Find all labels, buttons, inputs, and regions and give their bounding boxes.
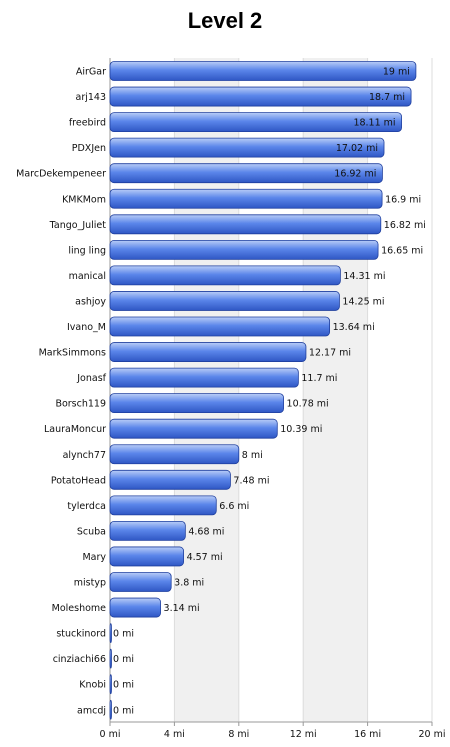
category-label: tylerdca bbox=[67, 501, 106, 512]
grid-band bbox=[303, 58, 368, 722]
data-label: 18.11 mi bbox=[353, 118, 395, 129]
category-label: amcdj bbox=[77, 705, 106, 716]
category-label: freebird bbox=[69, 118, 106, 129]
bar[interactable] bbox=[109, 674, 112, 695]
data-label: 7.48 mi bbox=[233, 475, 269, 486]
category-label: manical bbox=[69, 271, 106, 282]
chart-title: Level 2 bbox=[187, 8, 263, 33]
bar[interactable] bbox=[109, 112, 402, 132]
category-label: Ivano_M bbox=[67, 322, 106, 333]
data-label: 10.39 mi bbox=[280, 424, 322, 435]
data-label: 0 mi bbox=[113, 680, 134, 691]
data-label: 16.9 mi bbox=[385, 194, 421, 205]
data-label: 16.82 mi bbox=[384, 220, 426, 231]
bar[interactable] bbox=[109, 137, 385, 158]
data-label: 0 mi bbox=[113, 705, 134, 716]
tick-label: 20 mi bbox=[418, 729, 445, 740]
data-label: 10.78 mi bbox=[287, 399, 329, 410]
bar[interactable] bbox=[109, 444, 240, 465]
bar[interactable] bbox=[109, 597, 161, 618]
data-label: 17.02 mi bbox=[336, 143, 378, 154]
data-label: 6.6 mi bbox=[219, 501, 249, 512]
bar[interactable] bbox=[109, 418, 278, 439]
data-label: 4.57 mi bbox=[187, 552, 223, 563]
tick-label: 8 mi bbox=[228, 729, 249, 740]
bar[interactable] bbox=[109, 163, 383, 184]
data-label: 19 mi bbox=[383, 67, 410, 78]
category-label: LauraMoncur bbox=[44, 424, 106, 435]
data-label: 8 mi bbox=[242, 450, 263, 461]
bar[interactable] bbox=[109, 86, 412, 107]
data-label: 12.17 mi bbox=[309, 348, 351, 359]
data-label: 16.65 mi bbox=[381, 245, 423, 256]
bar[interactable] bbox=[109, 342, 307, 362]
category-label: ashjoy bbox=[75, 296, 106, 307]
bar[interactable] bbox=[109, 214, 382, 235]
data-label: 16.92 mi bbox=[334, 169, 376, 180]
bar[interactable] bbox=[109, 265, 341, 286]
data-label: 11.7 mi bbox=[301, 373, 337, 384]
data-label: 0 mi bbox=[113, 629, 134, 640]
data-label: 14.25 mi bbox=[342, 296, 384, 307]
category-label: ling ling bbox=[68, 245, 106, 256]
data-label: 4.68 mi bbox=[188, 526, 224, 537]
category-label: Tango_Juliet bbox=[49, 220, 107, 231]
tick-label: 16 mi bbox=[354, 729, 381, 740]
bar[interactable] bbox=[109, 367, 299, 388]
bar[interactable] bbox=[109, 495, 217, 516]
bar[interactable] bbox=[109, 61, 417, 81]
category-label: stuckinord bbox=[56, 629, 106, 640]
bar[interactable] bbox=[109, 572, 172, 592]
category-label: Mary bbox=[82, 552, 106, 563]
bar[interactable] bbox=[109, 393, 284, 414]
category-label: KMKMom bbox=[62, 194, 106, 205]
tick-label: 12 mi bbox=[290, 729, 317, 740]
category-label: MarcDekempeneer bbox=[16, 169, 106, 180]
bar[interactable] bbox=[109, 546, 184, 567]
data-label: 3.8 mi bbox=[174, 578, 204, 589]
category-label: PotatoHead bbox=[51, 475, 106, 486]
bar[interactable] bbox=[109, 469, 231, 490]
data-label: 14.31 mi bbox=[343, 271, 385, 282]
category-label: arj143 bbox=[76, 92, 107, 103]
category-label: Scuba bbox=[77, 526, 106, 537]
data-label: 18.7 mi bbox=[369, 92, 405, 103]
category-label: cinziachi66 bbox=[53, 654, 106, 665]
bar[interactable] bbox=[109, 316, 331, 337]
category-label: Borsch119 bbox=[55, 399, 106, 410]
category-label: AirGar bbox=[76, 67, 106, 78]
grid-band bbox=[174, 58, 239, 722]
category-label: MarkSimmons bbox=[39, 348, 106, 359]
bar[interactable] bbox=[109, 188, 383, 209]
data-label: 13.64 mi bbox=[333, 322, 375, 333]
bar[interactable] bbox=[109, 648, 112, 669]
data-label: 3.14 mi bbox=[164, 603, 200, 614]
category-label: PDXJen bbox=[72, 143, 106, 154]
bar[interactable] bbox=[109, 521, 186, 541]
bar[interactable] bbox=[109, 699, 112, 720]
bar[interactable] bbox=[109, 623, 112, 643]
category-label: Knobi bbox=[79, 680, 106, 691]
category-label: mistyp bbox=[74, 578, 106, 589]
category-label: alynch77 bbox=[63, 450, 106, 461]
category-label: Jonasf bbox=[76, 373, 106, 384]
bar[interactable] bbox=[109, 291, 340, 311]
tick-label: 4 mi bbox=[164, 729, 185, 740]
category-label: Moleshome bbox=[52, 603, 107, 614]
data-label: 0 mi bbox=[113, 654, 134, 665]
tick-label: 0 mi bbox=[100, 729, 121, 740]
bar[interactable] bbox=[109, 239, 379, 260]
